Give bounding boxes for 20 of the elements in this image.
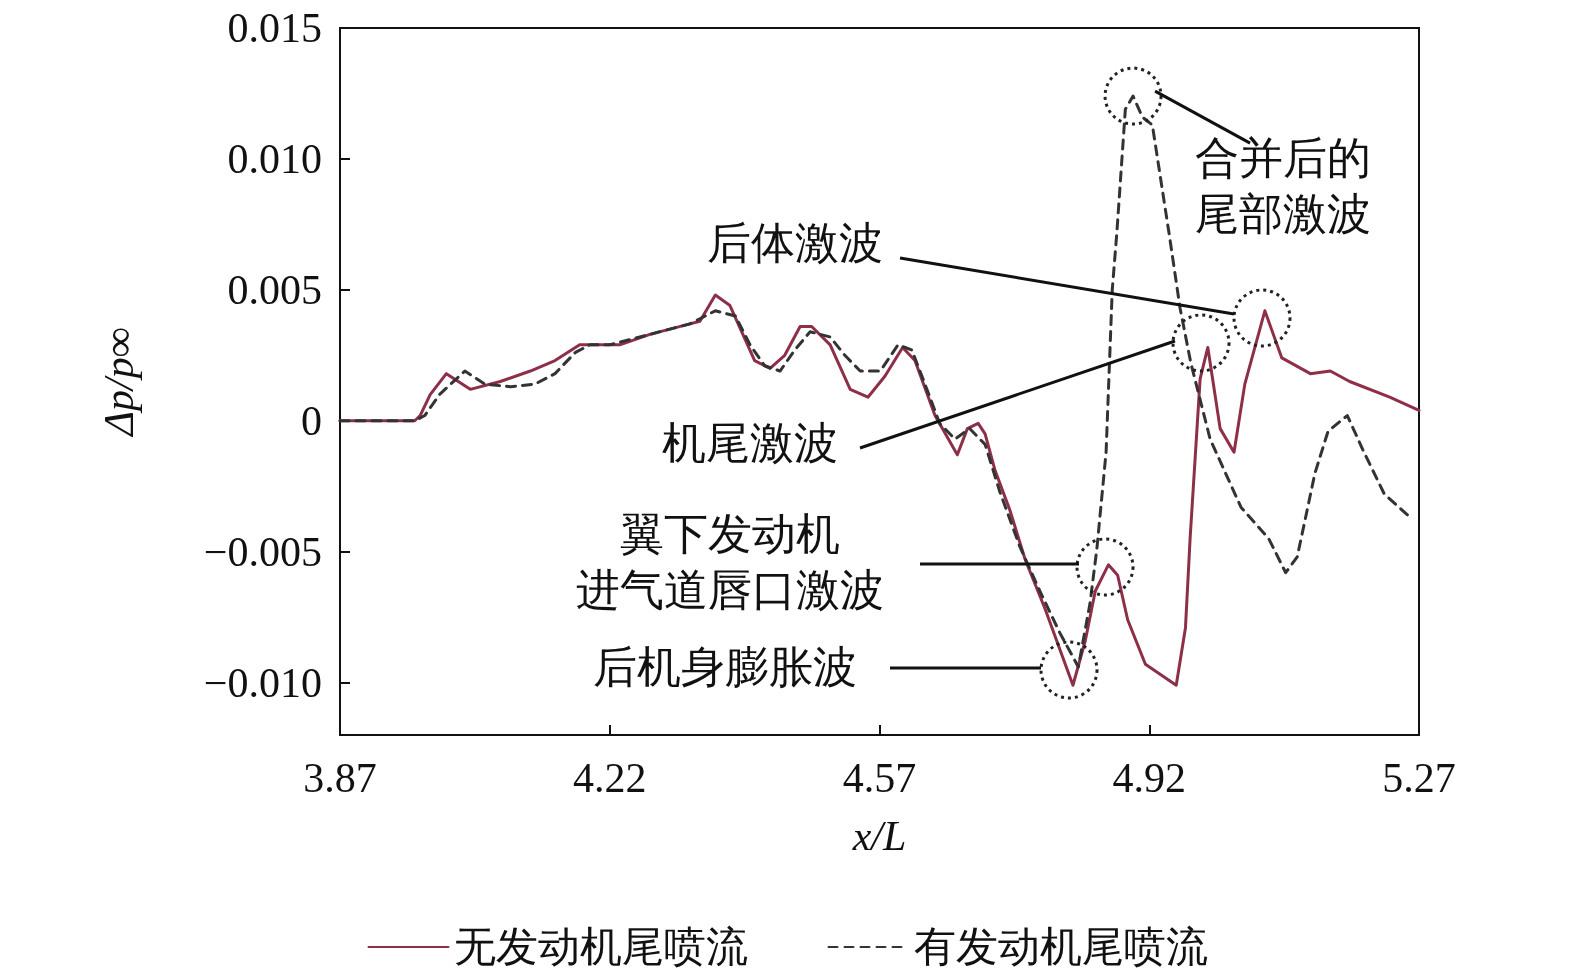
annotation: 后机身膨胀波	[593, 642, 857, 692]
y-tick-label: 0.015	[227, 5, 322, 51]
annotation: 机尾激波	[662, 418, 838, 468]
x-tick-label: 3.87	[303, 755, 377, 801]
annotation: 合并后的尾部激波	[1195, 133, 1372, 239]
annotation: 翼下发动机进气道唇口激波	[576, 509, 884, 615]
x-tick-label: 5.27	[1382, 755, 1456, 801]
annotation: 后体激波	[707, 218, 883, 268]
y-tick-label: −0.010	[203, 659, 322, 706]
y-axis-title: Δp/p∞	[96, 327, 142, 438]
y-tick-label: 0.005	[227, 266, 322, 313]
x-axis-title: x/L	[851, 813, 907, 859]
x-tick-label: 4.57	[842, 755, 917, 801]
y-tick-label: 0.010	[227, 135, 322, 182]
x-tick-label: 4.92	[1112, 755, 1186, 801]
legend-label: 无发动机尾喷流	[453, 924, 748, 970]
x-tick-label: 4.22	[573, 755, 647, 801]
y-tick-label: −0.005	[203, 528, 322, 575]
y-tick-label: 0	[301, 397, 322, 444]
legend-label: 有发动机尾喷流	[913, 924, 1208, 970]
